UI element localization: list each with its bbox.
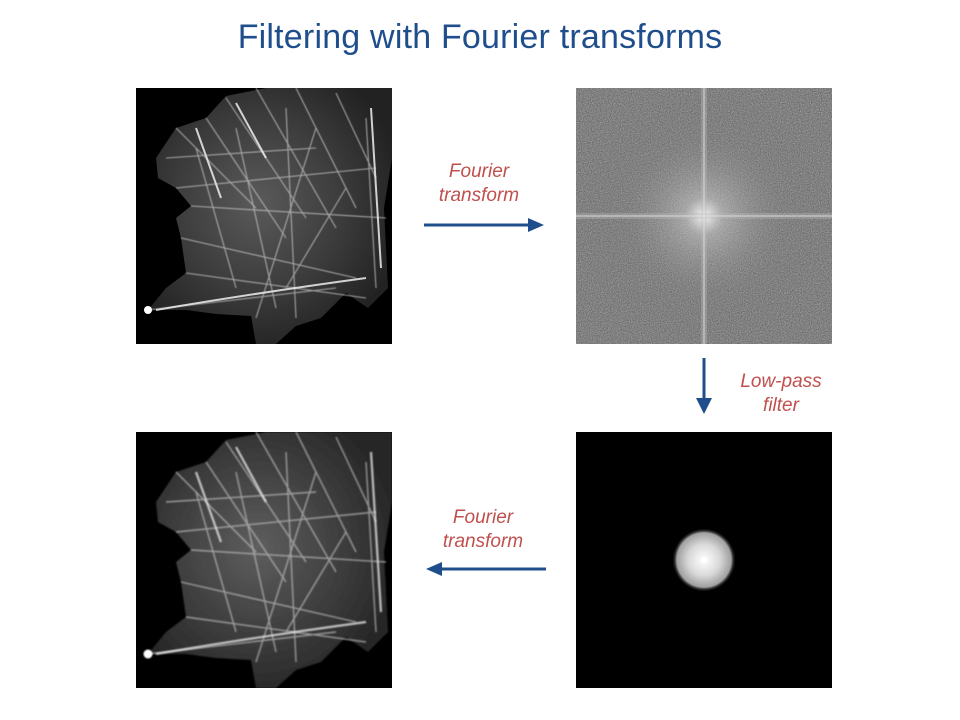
original-cell-image (136, 88, 392, 344)
forward-transform-label: Fourier transform (414, 160, 544, 208)
low-pass-filter-label-line1: Low-pass (740, 371, 822, 392)
arrow-right-icon (424, 216, 546, 239)
forward-transform-label-line2: transform (438, 185, 520, 206)
forward-transform-label-line1: Fourier (448, 161, 510, 182)
inverse-transform-label-line2: transform (442, 531, 524, 552)
reconstructed-cell-image (136, 432, 392, 688)
arrow-down-icon (694, 358, 714, 421)
arrow-left-icon (424, 560, 546, 583)
page-title: Filtering with Fourier transforms (237, 18, 723, 56)
filtered-spectrum-image (576, 432, 832, 688)
inverse-transform-label-line1: Fourier (452, 507, 514, 528)
low-pass-filter-label: Low-pass filter (718, 370, 844, 418)
low-pass-filter-label-line2: filter (763, 395, 799, 416)
inverse-transform-label: Fourier transform (418, 506, 548, 554)
fourier-spectrum-image (576, 88, 832, 344)
